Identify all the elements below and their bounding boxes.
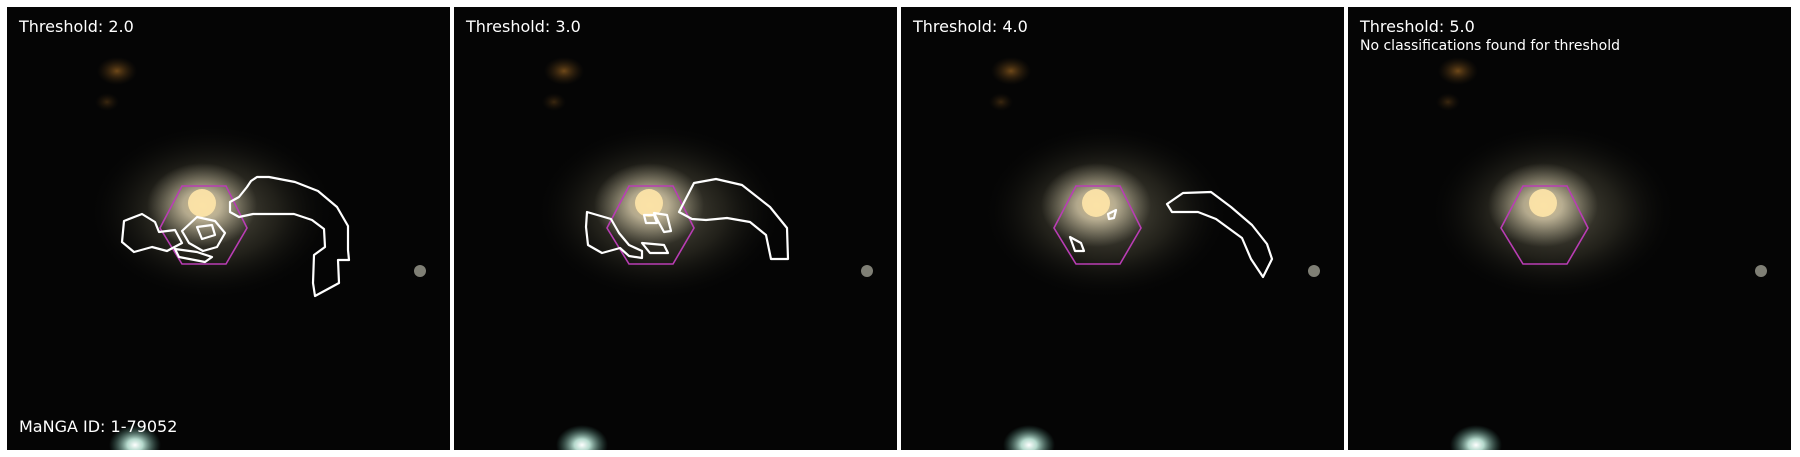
ifu-hexagon [1500,185,1589,265]
threshold-panel-4: Threshold: 4.0 [901,7,1344,450]
threshold-panel-5: Threshold: 5.0 No classifications found … [1348,7,1791,450]
manga-id-label: MaNGA ID: 1-79052 [19,417,178,436]
ifu-hexagon [1053,185,1142,265]
classification-contours [120,175,351,298]
ifu-hexagon [606,185,695,265]
panel-title: Threshold: 3.0 [466,17,581,36]
no-classifications-note: No classifications found for threshold [1360,38,1620,54]
galaxy-image [454,7,897,450]
classification-contours [1068,190,1274,279]
galaxy-image [901,7,1344,450]
panel-title: Threshold: 5.0 [1360,17,1475,36]
threshold-panel-2: Threshold: 2.0 MaNGA ID: 1-79052 [7,7,450,450]
threshold-panel-3: Threshold: 3.0 [454,7,897,450]
galaxy-image [1348,7,1791,450]
classification-contours [584,177,790,261]
ifu-hexagon [159,185,248,265]
galaxy-image [7,7,450,450]
panel-title: Threshold: 2.0 [19,17,134,36]
panel-title: Threshold: 4.0 [913,17,1028,36]
